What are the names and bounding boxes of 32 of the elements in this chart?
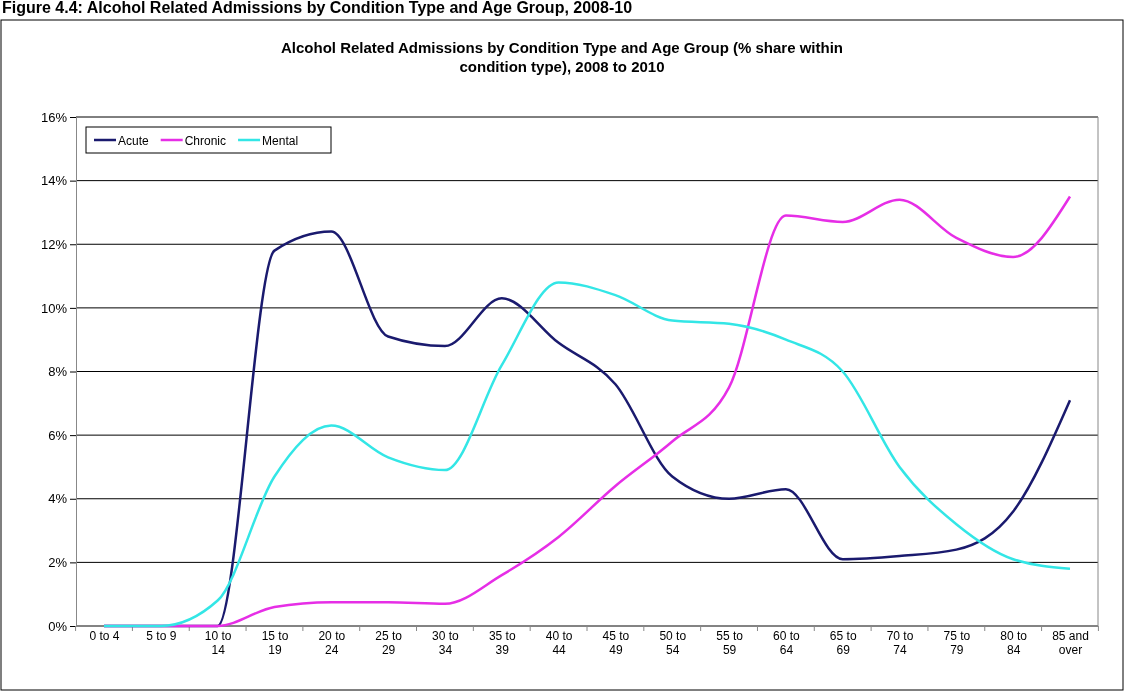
x-tick-label: 70 to 74 <box>886 628 914 657</box>
x-tick-label: 25 to 29 <box>375 628 403 657</box>
y-tick-label: 8% <box>48 364 68 380</box>
y-tick-label: 4% <box>48 491 68 507</box>
y-tick-label: 12% <box>40 236 68 252</box>
x-tick-label: 85 and over <box>1052 628 1089 657</box>
y-tick-label: 16% <box>40 109 68 125</box>
x-tick-label: 45 to 49 <box>602 628 630 657</box>
legend-label: Chronic <box>184 133 227 148</box>
chart-title: Figure 4.4: Alcohol Related Admissions by Condition Type and Age Group, 2008-10 <box>2 0 633 16</box>
x-tick-label: 60 to 64 <box>773 628 801 657</box>
legend-label: Mental <box>262 133 299 148</box>
x-tick-label: 40 to 44 <box>545 628 573 657</box>
x-tick-label: 65 to 69 <box>829 628 857 657</box>
x-tick-label: 80 to 84 <box>1000 628 1028 657</box>
x-tick-label: 10 to 14 <box>204 628 232 657</box>
y-tick-label: 10% <box>40 300 68 316</box>
x-tick-label: 55 to 59 <box>716 628 744 657</box>
x-tick-label: 75 to 79 <box>943 628 971 657</box>
x-tick-label: 15 to 19 <box>261 628 289 657</box>
y-tick-label: 14% <box>40 173 68 189</box>
x-tick-label: 20 to 24 <box>318 628 346 657</box>
x-tick-label: 50 to 54 <box>659 628 687 657</box>
legend-label: Acute <box>118 133 150 148</box>
y-tick-label: 2% <box>48 555 68 571</box>
x-tick-label: 30 to 34 <box>432 628 460 657</box>
x-tick-label: 5 to 9 <box>146 628 177 643</box>
x-tick-label: 35 to 39 <box>488 628 516 657</box>
x-tick-label: 0 to 4 <box>89 628 120 643</box>
chart-subtitle: Alcohol Related Admissions by Condition Type and Age Group (% share within condition type), 2008 to 2010 <box>281 39 843 75</box>
y-tick-label: 0% <box>48 618 68 634</box>
y-tick-label: 6% <box>48 427 68 443</box>
